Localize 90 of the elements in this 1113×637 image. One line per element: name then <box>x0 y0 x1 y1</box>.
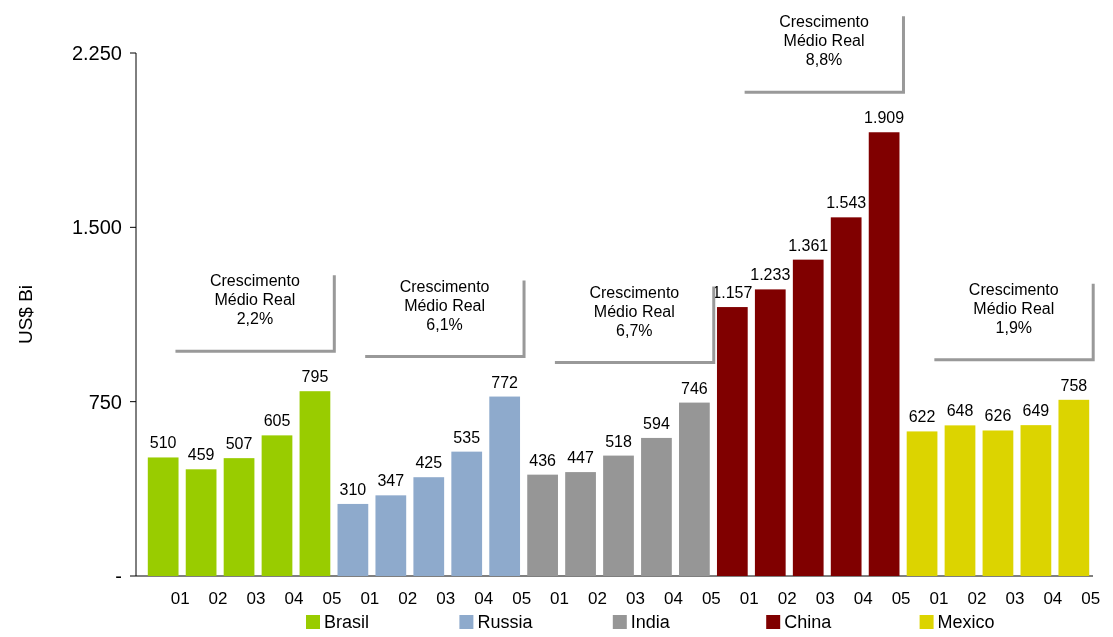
annotation: Crescimento Médio Real 2,2% <box>209 272 300 328</box>
bar <box>223 458 255 576</box>
data-label: 436 <box>529 451 557 469</box>
legend-label: Mexico <box>937 612 995 632</box>
legend-label: Brasil <box>324 612 370 632</box>
data-label: 347 <box>377 472 405 490</box>
y-axis-title: US$ Bi <box>15 284 36 345</box>
data-label: 310 <box>339 480 367 498</box>
data-label: 626 <box>984 407 1012 425</box>
x-tick-label: 02 <box>208 589 228 608</box>
data-label: 518 <box>605 432 632 450</box>
bar <box>299 391 331 576</box>
data-label: 649 <box>1022 402 1050 420</box>
bar <box>754 289 786 576</box>
bar <box>716 307 748 576</box>
legend-label: Russia <box>477 612 534 632</box>
legend-label: China <box>784 612 833 632</box>
bar <box>792 259 824 576</box>
data-label: 795 <box>301 368 329 386</box>
bar <box>944 425 976 576</box>
x-tick-label: 01 <box>360 589 380 608</box>
x-tick-label: 04 <box>474 589 494 608</box>
x-tick-label: 02 <box>967 589 987 608</box>
bar <box>489 396 521 576</box>
annotation: Crescimento Médio Real 8,8% <box>779 13 870 69</box>
data-label: 594 <box>643 414 670 432</box>
x-tick-label: 03 <box>246 589 266 608</box>
x-tick-label: 02 <box>777 589 797 608</box>
y-tick-label: 1.500 <box>71 216 122 239</box>
data-label: 1.157 <box>712 284 753 302</box>
x-tick-label: 01 <box>929 589 949 608</box>
bar <box>527 474 558 576</box>
data-label: 425 <box>415 454 443 472</box>
bar <box>603 455 634 576</box>
bar <box>641 437 672 576</box>
data-label: 622 <box>908 408 936 426</box>
data-label: 1.233 <box>750 266 791 284</box>
x-tick-label: 05 <box>512 589 532 608</box>
data-label: 447 <box>567 449 594 467</box>
data-label: 535 <box>453 428 481 446</box>
x-tick-label: 05 <box>891 589 911 608</box>
x-tick-label: 04 <box>1043 589 1063 608</box>
bar <box>261 435 293 576</box>
bar <box>147 457 179 576</box>
bar <box>375 495 407 576</box>
data-label: 1.543 <box>826 194 867 212</box>
data-label: 746 <box>681 379 708 397</box>
bar <box>679 402 710 576</box>
bar <box>565 472 596 576</box>
x-tick-label: 04 <box>663 589 683 608</box>
data-label: 605 <box>263 412 291 430</box>
x-tick-label: 05 <box>701 589 721 608</box>
bar <box>451 451 483 576</box>
y-tick-label: - <box>115 565 122 587</box>
x-tick-label: 02 <box>588 589 607 608</box>
x-tick-label: 03 <box>815 589 835 608</box>
x-tick-label: 03 <box>626 589 645 608</box>
annotation: Crescimento Médio Real 6,7% <box>589 283 680 339</box>
annotation: Crescimento Médio Real 1,9% <box>968 280 1059 336</box>
data-label: 507 <box>225 435 253 453</box>
bar <box>868 132 900 576</box>
x-tick-label: 03 <box>1005 589 1025 608</box>
annotation: Crescimento Médio Real 6,1% <box>399 277 490 333</box>
data-label: 459 <box>187 446 215 464</box>
x-tick-label: 05 <box>322 589 342 608</box>
x-tick-label: 01 <box>739 589 759 608</box>
bar <box>906 431 938 576</box>
bar <box>413 477 445 576</box>
bar <box>1020 425 1052 576</box>
data-label: 772 <box>491 373 519 391</box>
x-tick-label: 05 <box>1081 589 1101 608</box>
bar <box>830 217 862 576</box>
bar <box>982 430 1014 576</box>
x-tick-label: 01 <box>550 589 570 608</box>
x-tick-label: 03 <box>436 589 456 608</box>
x-tick-label: 01 <box>170 589 190 608</box>
x-tick-label: 04 <box>284 589 304 608</box>
data-label: 758 <box>1060 376 1088 394</box>
x-tick-label: 04 <box>853 589 873 608</box>
data-label: 1.909 <box>864 109 905 127</box>
y-tick-label: 2.250 <box>71 42 122 64</box>
data-label: 648 <box>946 402 974 420</box>
bar <box>185 469 217 576</box>
bar <box>1058 399 1090 576</box>
bar <box>337 503 369 576</box>
data-label: 510 <box>149 434 177 452</box>
legend-label: India <box>630 612 671 632</box>
x-tick-label: 02 <box>398 589 418 608</box>
data-label: 1.361 <box>788 236 829 254</box>
y-tick-label: 750 <box>88 390 122 413</box>
